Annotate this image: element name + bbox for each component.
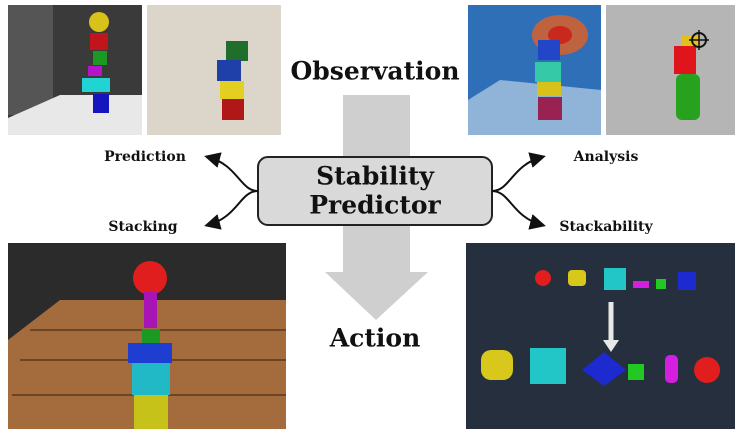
observation-label: Observation bbox=[290, 57, 459, 86]
image-stacking bbox=[8, 243, 286, 429]
action-label: Action bbox=[329, 324, 421, 353]
center-line2: Predictor bbox=[309, 191, 441, 220]
branch-label: Stackability bbox=[559, 219, 653, 235]
arrow-analysis bbox=[492, 157, 542, 191]
image-heatmap bbox=[468, 5, 601, 135]
image-real-tower bbox=[147, 5, 281, 135]
figure: Observation Stability Predictor Action P… bbox=[0, 0, 738, 429]
image-sim-tower bbox=[8, 5, 142, 135]
branch-label: Prediction bbox=[104, 149, 186, 165]
arrow-stackability bbox=[492, 191, 542, 225]
image-analysis bbox=[606, 5, 735, 135]
arrow-prediction bbox=[208, 157, 258, 191]
image-stackability bbox=[466, 243, 735, 429]
branch-label: Analysis bbox=[573, 149, 639, 165]
center-line1: Stability bbox=[316, 162, 435, 191]
branch-label: Stacking bbox=[108, 219, 177, 235]
arrow-stacking bbox=[208, 191, 258, 225]
